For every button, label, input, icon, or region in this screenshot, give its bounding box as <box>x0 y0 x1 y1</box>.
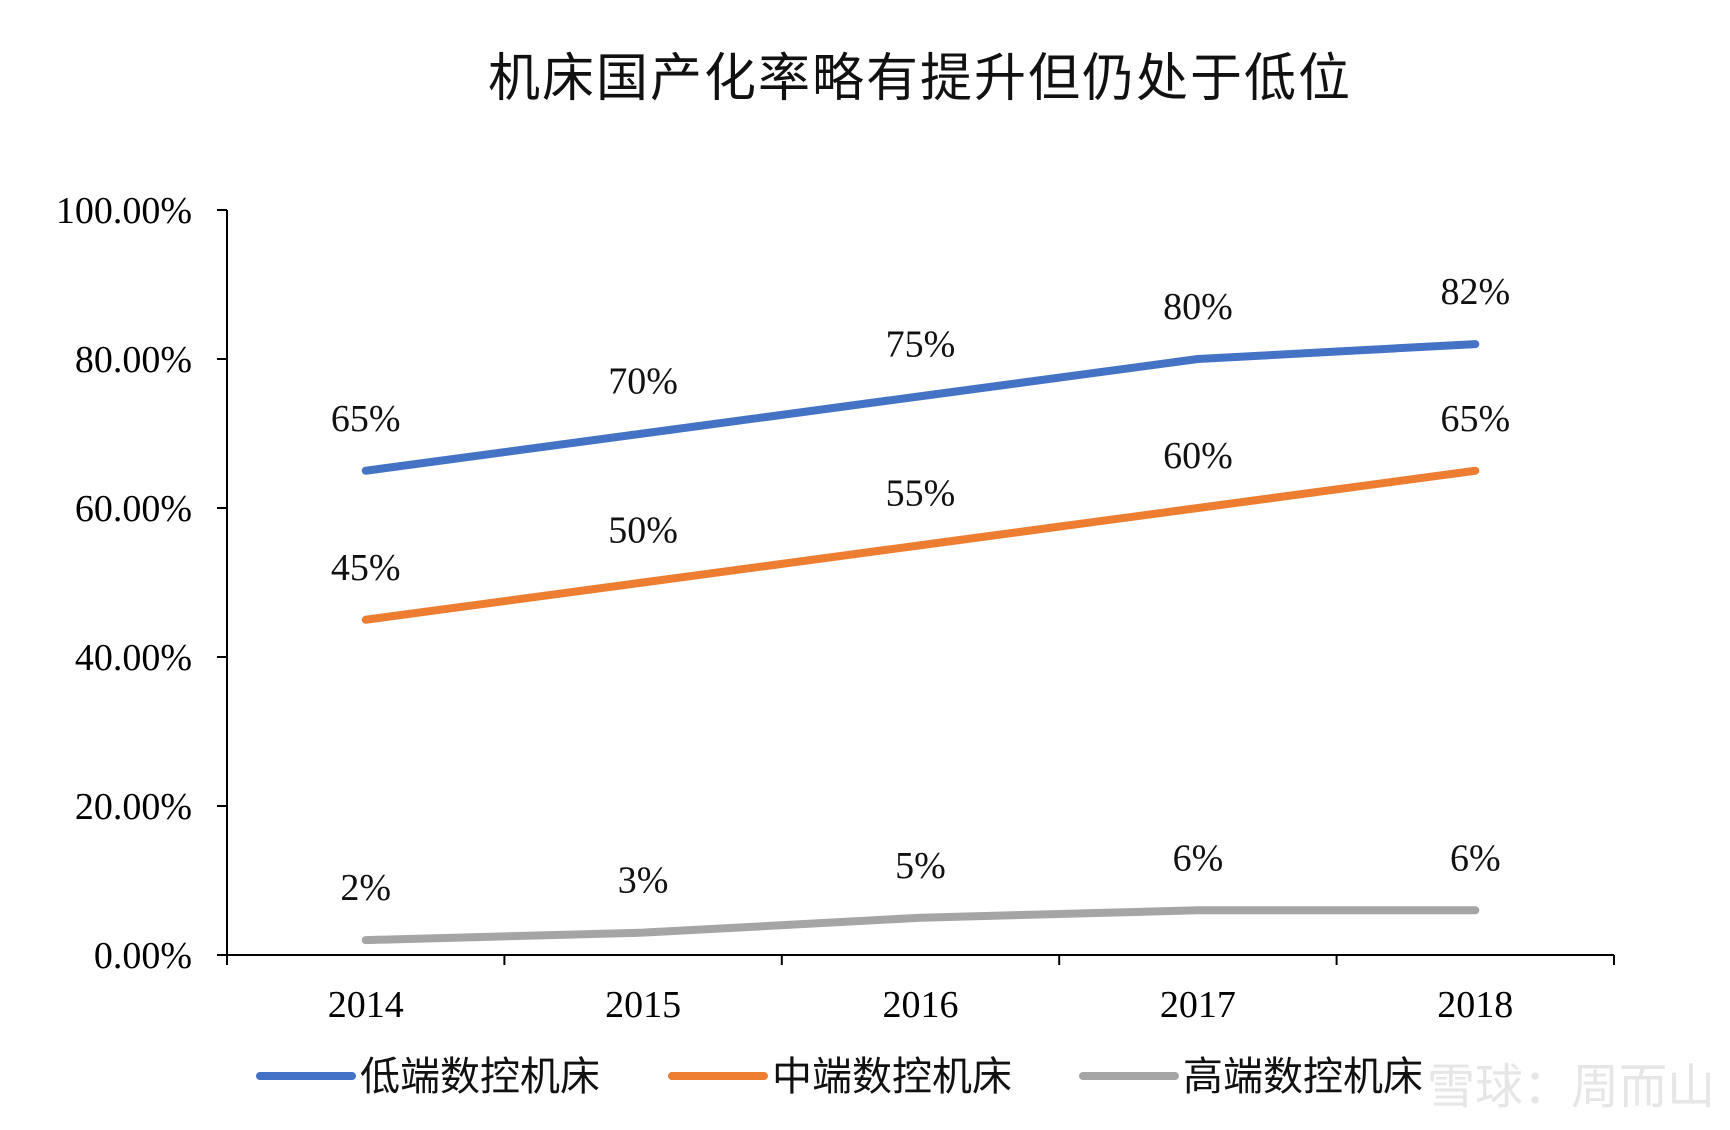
data-label: 60% <box>1163 435 1233 477</box>
data-label: 3% <box>618 860 669 902</box>
x-tick-label: 2018 <box>1437 984 1513 1026</box>
x-tick-label: 2017 <box>1160 984 1236 1026</box>
x-tick-label: 2016 <box>883 984 959 1026</box>
chart-title: 机床国产化率略有提升但仍处于低位 <box>487 49 1352 109</box>
data-label: 65% <box>1440 398 1510 440</box>
y-axis-ticks: 0.00% 20.00% 40.00% 60.00% 80.00% 100.00% <box>56 190 227 977</box>
data-label: 2% <box>340 867 391 909</box>
data-label: 80% <box>1163 286 1233 328</box>
legend-label: 高端数控机床 <box>1183 1054 1423 1100</box>
data-labels: 65% 70% 75% 80% 82% 45% 50% 55% 60% 65% 2% 3% 5% 6% 6% <box>331 271 1510 909</box>
data-label: 55% <box>886 472 956 514</box>
legend: 低端数控机床 中端数控机床 高端数控机床 <box>256 1054 1423 1100</box>
data-label: 75% <box>886 323 956 365</box>
data-label: 50% <box>608 510 678 552</box>
y-tick-label: 60.00% <box>75 488 192 530</box>
x-axis-ticks: 2014 2015 2016 2017 2018 <box>226 955 1615 1026</box>
legend-label: 低端数控机床 <box>360 1054 600 1100</box>
legend-label: 中端数控机床 <box>772 1054 1012 1100</box>
data-label: 6% <box>1450 837 1501 879</box>
y-tick-label: 0.00% <box>94 935 192 977</box>
y-tick-label: 80.00% <box>75 339 192 381</box>
data-label: 6% <box>1173 837 1224 879</box>
series-line-3 <box>361 906 1480 945</box>
data-label: 70% <box>608 361 678 403</box>
x-tick-label: 2015 <box>605 984 681 1026</box>
series-lines <box>361 340 1480 945</box>
y-tick-label: 20.00% <box>75 786 192 828</box>
watermark: 雪球：周而山 <box>1427 1059 1715 1115</box>
x-tick-label: 2014 <box>328 984 404 1026</box>
data-label: 45% <box>331 547 401 589</box>
axes <box>226 210 1614 956</box>
data-label: 65% <box>331 398 401 440</box>
y-tick-label: 100.00% <box>56 190 192 232</box>
data-label: 82% <box>1440 271 1510 313</box>
y-tick-label: 40.00% <box>75 637 192 679</box>
data-label: 5% <box>895 845 946 887</box>
